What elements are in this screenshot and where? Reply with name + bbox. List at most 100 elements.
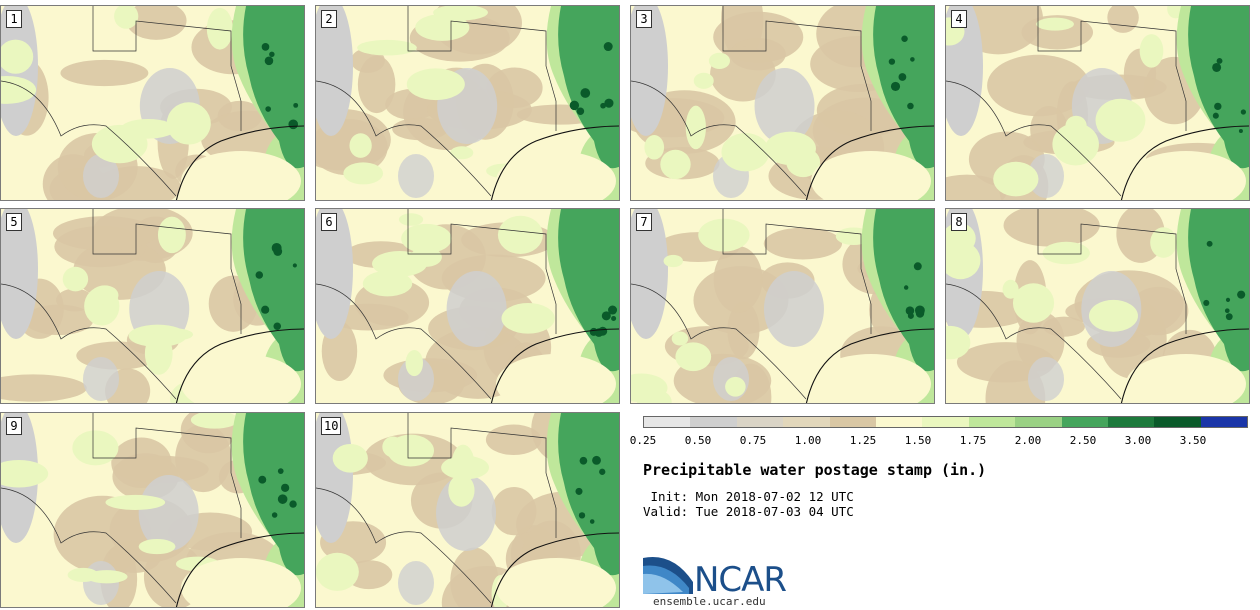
high-moisture-cell [903,285,909,290]
high-moisture-cell [578,512,586,519]
dry-region [1016,311,1065,372]
ensemble-member-map-3: 3 [630,5,935,201]
high-moisture-cell [1212,112,1219,119]
member-number-label: 4 [951,10,967,28]
high-moisture-cell [289,500,297,508]
high-moisture-cell [273,247,283,256]
moist-region [387,434,434,467]
border-line [946,80,1122,197]
moist-region [206,7,233,50]
moist-region [138,538,176,555]
high-moisture-cell [608,305,618,315]
member-number-label: 7 [636,213,652,231]
colorbar-tick: 2.00 [1014,434,1042,447]
dry-region [727,301,760,360]
dry-region [763,227,843,260]
high-moisture-cell [258,475,267,484]
high-moisture-cell [277,494,288,504]
dry-region [1107,6,1139,33]
moist-region [497,215,543,255]
high-moisture-cell [579,456,588,465]
high-moisture-cell [265,106,271,112]
colorbar-tick: 1.50 [904,434,932,447]
state-border [722,6,872,131]
very-dry-region [398,561,434,605]
moist-region [993,161,1039,197]
moist-region [349,133,372,158]
moist-region [1,39,34,74]
very-humid-region [1188,209,1249,372]
dry-region [60,59,149,87]
state-border [1037,6,1187,131]
high-moisture-cell [1237,290,1246,299]
colorbar-swatch [1200,417,1248,427]
precipitable-water-field [1,6,304,200]
moist-region [1139,34,1164,68]
high-moisture-cell [576,107,585,115]
high-moisture-cell [277,468,284,474]
member-number-label: 1 [6,10,22,28]
precipitable-water-colorbar [643,416,1248,428]
moist-region [441,455,489,480]
moist-region [90,285,119,305]
high-moisture-cell [569,100,580,111]
state-border [722,209,872,334]
gulf-region [811,151,931,200]
gulf-region [181,558,301,607]
high-moisture-cell [273,322,282,330]
very-dry-region [316,6,353,136]
high-moisture-cell [914,305,925,316]
moist-region [675,342,712,372]
coastline [175,125,304,200]
very-dry-region [1028,357,1064,401]
high-moisture-cell [1203,299,1210,306]
moist-region [433,6,488,21]
very-dry-region [631,209,668,339]
moist-region [1052,123,1099,166]
high-moisture-cell [261,43,270,51]
colorbar-tick: 2.50 [1069,434,1097,447]
ncar-logo-swoosh-highlight [643,573,683,594]
high-moisture-cell [269,51,275,58]
high-moisture-cell [261,305,270,314]
coastline [490,328,619,403]
moist-region [72,430,119,466]
very-dry-region [754,68,815,144]
colorbar-tick: 3.50 [1179,434,1207,447]
moist-region [946,241,981,280]
high-moisture-cell [599,468,606,475]
very-dry-region [83,154,119,198]
moist-region [157,216,186,254]
very-dry-region [398,154,434,198]
precipitable-water-field [631,6,934,200]
coastline [1120,125,1249,200]
moist-region [501,302,555,334]
border-line [631,80,807,197]
very-humid-region [243,413,304,576]
dry-region [56,288,94,312]
very-dry-region [316,209,353,339]
precipitable-water-field [1,413,304,607]
ensemble-member-map-10: 10 [315,412,620,608]
very-dry-region [1028,154,1064,198]
moist-region [62,266,89,292]
gulf-region [496,558,616,607]
precipitable-water-field [316,413,619,607]
coastline [175,328,304,403]
coastline [805,125,934,200]
moist-region [406,68,465,101]
very-humid-region [873,6,934,169]
ensemble-member-map-5: 5 [0,208,305,404]
dry-region [491,486,537,536]
ensemble-member-map-4: 4 [945,5,1250,201]
high-moisture-cell [898,73,907,81]
high-moisture-cell [1240,109,1247,115]
ensemble-member-map-1: 1 [0,5,305,201]
high-moisture-cell [288,119,299,130]
high-moisture-cell [901,35,908,43]
dry-region [450,547,499,607]
high-moisture-cell [255,271,264,279]
precipitable-water-field [316,209,619,403]
chart-title: Precipitable water postage stamp (in.) [643,461,987,479]
high-moisture-cell [1206,240,1213,247]
